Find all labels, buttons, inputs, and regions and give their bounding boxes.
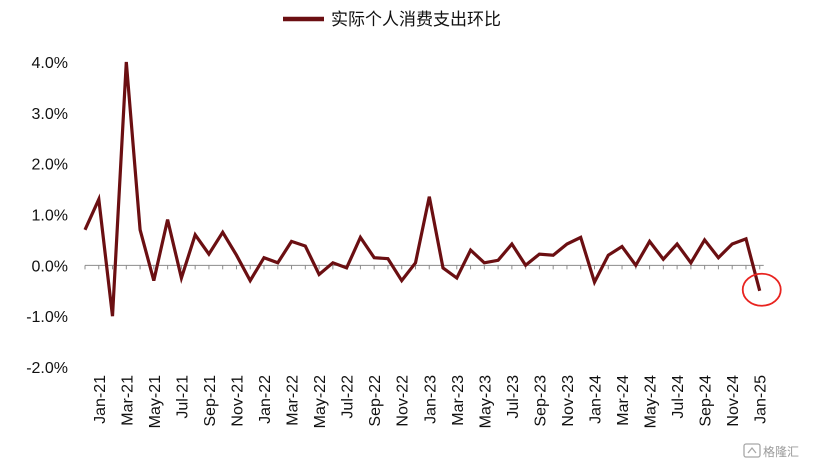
x-tick-label: May-24	[643, 375, 660, 428]
y-tick-label: 3.0%	[32, 106, 68, 123]
y-axis: 4.0% 3.0% 2.0% 1.0% 0.0% -1.0% -2.0%	[26, 55, 68, 377]
x-tick-label: Mar-21	[119, 375, 136, 426]
x-tick-label: Jul-23	[505, 375, 522, 419]
x-tick-label: Nov-23	[560, 375, 577, 427]
legend: 实际个人消费支出环比	[283, 10, 501, 30]
x-tick-label: Jan-23	[422, 375, 439, 424]
highlight-circle	[741, 272, 782, 307]
y-tick-label: -2.0%	[26, 360, 68, 377]
x-tick-label: Nov-22	[395, 375, 412, 427]
x-tick-label: Mar-24	[615, 375, 632, 426]
x-tick-label: Nov-24	[725, 375, 742, 427]
y-tick-label: 0.0%	[32, 258, 68, 275]
x-tick-label: Sep-21	[202, 375, 219, 427]
x-tick-label: Jan-24	[587, 375, 604, 424]
x-tick-label: Jul-24	[670, 375, 687, 419]
x-tick-label: May-23	[477, 375, 494, 428]
watermark-logo-icon	[743, 443, 761, 458]
x-tick-label: Jan-22	[257, 375, 274, 424]
x-tick-label: Mar-22	[285, 375, 302, 426]
series-line	[83, 61, 762, 317]
x-tick-label: Nov-21	[229, 375, 246, 427]
y-tick-label: 2.0%	[32, 157, 68, 174]
x-tick-label: Sep-24	[698, 375, 715, 427]
x-tick-label: Jul-22	[340, 375, 357, 419]
y-tick-label: -1.0%	[26, 309, 68, 326]
x-axis: Jan-21 Mar-21 May-21 Jul-21 Sep-21 Nov-21 Jan-…	[84, 264, 770, 428]
legend-label: 实际个人消费支出环比	[331, 10, 501, 30]
x-tick-label: Mar-23	[450, 375, 467, 426]
x-tick-label: May-21	[147, 375, 164, 428]
x-tick-label: Jul-21	[174, 375, 191, 419]
y-tick-label: 1.0%	[32, 208, 68, 225]
x-tick-label: Sep-22	[367, 375, 384, 427]
x-tick-label: Jan-25	[753, 375, 770, 424]
y-tick-label: 4.0%	[32, 55, 68, 72]
x-tick-label: Sep-23	[532, 375, 549, 427]
watermark-text: 格隆汇	[763, 444, 799, 459]
x-tick-label: May-22	[312, 375, 329, 428]
plot-area	[83, 61, 782, 317]
x-tick-label: Jan-21	[92, 375, 109, 424]
watermark: 格隆汇	[743, 443, 799, 459]
